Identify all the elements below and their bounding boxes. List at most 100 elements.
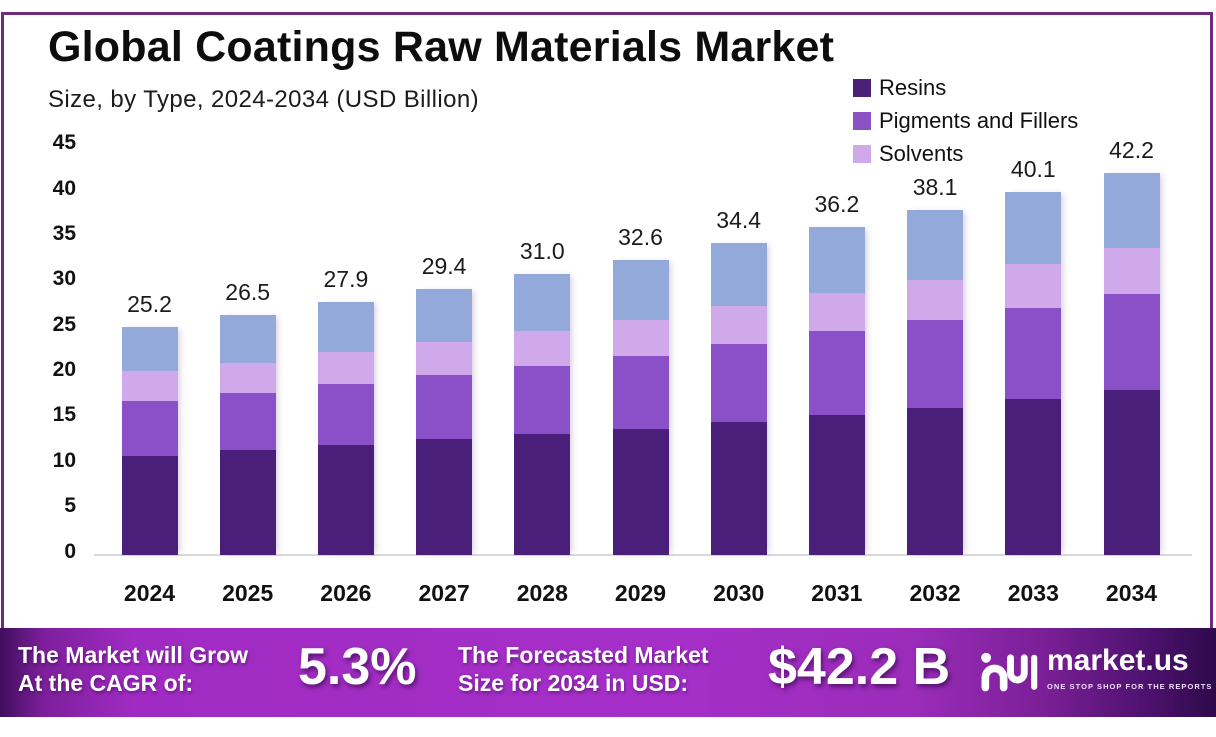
legend-label: Solvents [879, 140, 964, 166]
chart-subtitle: Size, by Type, 2024-2034 (USD Billion) [48, 86, 479, 113]
bar-2034 [1103, 172, 1160, 556]
y-tick-label: 5 [64, 494, 76, 518]
bar-segment [1103, 390, 1160, 556]
bar-2031 [808, 227, 865, 556]
x-axis-label: 2025 [222, 580, 274, 606]
bar-2026 [317, 302, 374, 556]
x-axis-label: 2024 [123, 580, 176, 606]
bar-segment [416, 288, 473, 343]
x-axis-label: 2031 [811, 580, 863, 606]
bar-segment [121, 371, 178, 402]
bar-segment [1005, 307, 1062, 400]
bar-total-label: 42.2 [1109, 136, 1154, 163]
x-axis-label: 2032 [909, 580, 961, 606]
legend-swatch [853, 111, 871, 130]
bar-segment [514, 274, 571, 332]
bar-segment [1103, 172, 1160, 249]
brand-tagline: ONE STOP SHOP FOR THE REPORTS [1047, 682, 1213, 691]
legend-swatch [853, 78, 871, 97]
bar-segment [514, 365, 571, 434]
bar-2030 [710, 243, 767, 556]
bar-segment [121, 326, 178, 372]
legend-label: Resins [879, 74, 947, 100]
bar-total-label: 29.4 [421, 252, 467, 279]
cagr-label: The Market will Grow At the CAGR of: [18, 642, 249, 696]
bar-segment [710, 422, 767, 556]
bar-segment [612, 428, 669, 556]
brand-name: market.us [1047, 644, 1189, 677]
y-tick-label: 25 [52, 312, 76, 336]
bar-total-label: 32.6 [618, 223, 663, 250]
bar-segment [1005, 264, 1062, 308]
bar-2029 [612, 259, 669, 556]
bar-2032 [907, 209, 964, 556]
bar-total-label: 31.0 [519, 238, 565, 265]
bar-segment [612, 355, 669, 429]
bar-segment [710, 306, 767, 345]
bar-segment [907, 279, 964, 320]
bar-total-label: 34.4 [716, 207, 762, 234]
bar-segment [317, 352, 374, 385]
bar-total-label: 36.2 [814, 191, 860, 218]
bar-total-label: 26.5 [225, 279, 271, 306]
bar-segment [907, 209, 964, 280]
bar-segment [416, 439, 473, 556]
forecast-value: $42.2 B [768, 638, 951, 696]
x-axis-label: 2028 [516, 580, 568, 606]
bar-segment [808, 227, 865, 294]
bar-total-label: 40.1 [1010, 155, 1056, 182]
bar-segment [1005, 399, 1062, 556]
legend: Resins Pigments and Fillers Solvents [853, 71, 1078, 170]
x-axis-label: 2029 [614, 580, 667, 606]
y-tick-label: 40 [52, 176, 76, 200]
bar-2024 [121, 326, 178, 556]
bar-segment [317, 444, 374, 556]
bar-segment [121, 455, 178, 556]
bar-total-label: 38.1 [912, 173, 958, 200]
y-tick-label: 30 [52, 267, 76, 291]
x-axis-label: 2027 [418, 580, 470, 606]
bar-segment [416, 375, 473, 440]
y-tick-label: 15 [52, 403, 76, 427]
bar-segment [219, 393, 276, 451]
bar-2027 [416, 288, 473, 556]
bar-segment [514, 433, 571, 556]
bar-segment [710, 344, 767, 423]
bar-segment [612, 259, 669, 320]
bar-segment [416, 342, 473, 375]
y-tick-label: 45 [52, 131, 76, 155]
bar-segment [907, 407, 964, 556]
bar-2025 [219, 315, 276, 556]
x-axis-label: 2026 [320, 580, 372, 606]
legend-item: Pigments and Fillers [853, 104, 1078, 137]
bar-segment [1103, 248, 1160, 295]
bar-segment [514, 331, 571, 366]
y-tick-label: 20 [52, 358, 76, 382]
x-axis-label: 2030 [713, 580, 765, 606]
legend-item: Resins [853, 71, 1078, 104]
bar-segment [219, 315, 276, 364]
x-axis-label: 2034 [1105, 580, 1158, 606]
bar-segment [808, 293, 865, 332]
cagr-value: 5.3% [298, 638, 417, 696]
forecast-label: The Forecasted Market Size for 2034 in U… [458, 642, 709, 696]
bar-2033 [1005, 191, 1062, 556]
brand-logo: market.us ONE STOP SHOP FOR THE REPORTS [980, 642, 1212, 698]
market-us-icon [981, 652, 1038, 692]
y-tick-label: 0 [64, 539, 76, 563]
bar-segment [317, 302, 374, 353]
page-title: Global Coatings Raw Materials Market [48, 23, 835, 71]
legend-item: Solvents [853, 137, 1078, 170]
bar-segment [1103, 294, 1160, 391]
bar-segment [612, 319, 669, 356]
bar-segment [808, 331, 865, 415]
bar-2028 [514, 274, 571, 556]
bar-segment [1005, 191, 1062, 265]
bar-total-label: 25.2 [127, 290, 172, 317]
bar-segment [317, 384, 374, 445]
bar-segment [808, 414, 865, 556]
bar-segment [219, 363, 276, 394]
y-tick-label: 10 [52, 448, 76, 472]
bar-total-label: 27.9 [323, 266, 369, 293]
